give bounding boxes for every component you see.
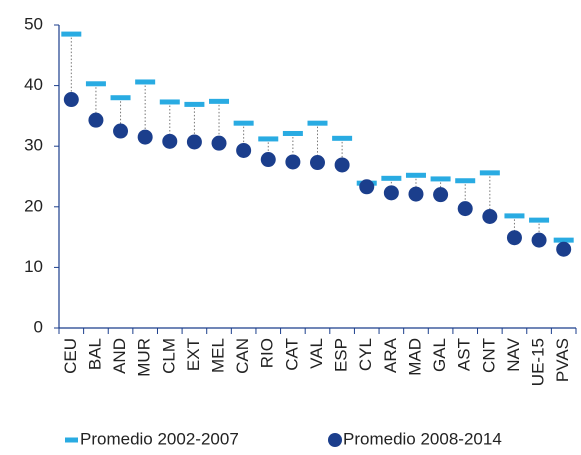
x-tick-label: MUR xyxy=(135,338,154,377)
x-tick-label: MAD xyxy=(405,338,424,376)
x-tick-label: VAL xyxy=(307,338,326,369)
dot-marker xyxy=(162,133,178,149)
x-tick-label: CEU xyxy=(61,338,80,374)
dot-marker xyxy=(359,179,375,195)
x-tick-label: RIO xyxy=(258,338,277,368)
x-tick-label: PVAS xyxy=(553,338,572,382)
dot-marker xyxy=(63,92,79,108)
dash-marker xyxy=(405,172,426,178)
y-tick-label: 40 xyxy=(24,75,43,94)
x-tick-label: EXT xyxy=(184,338,203,371)
dash-marker xyxy=(233,120,254,126)
x-tick-label: ESP xyxy=(332,338,351,372)
y-tick-label: 30 xyxy=(24,136,43,155)
dot-marker xyxy=(137,129,153,145)
dot-marker xyxy=(285,154,301,170)
x-tick-label: AND xyxy=(110,338,129,374)
dash-marker xyxy=(529,217,550,223)
y-tick-label: 50 xyxy=(24,14,43,33)
dash-marker xyxy=(110,95,131,101)
dash-marker xyxy=(455,178,476,184)
dot-marker xyxy=(556,241,572,257)
x-tick-label: CLM xyxy=(159,338,178,374)
legend-marker xyxy=(65,437,78,443)
x-tick-label: CNT xyxy=(479,338,498,373)
x-tick-label: CAT xyxy=(282,338,301,371)
dot-marker xyxy=(457,201,473,217)
x-tick-label: CAN xyxy=(233,338,252,374)
x-tick-label: GAL xyxy=(430,338,449,372)
dot-marker xyxy=(383,185,399,201)
dash-marker xyxy=(307,120,328,126)
dash-marker xyxy=(381,175,402,181)
dot-marker xyxy=(506,230,522,246)
x-tick-label: AST xyxy=(455,338,474,371)
dot-marker xyxy=(482,208,498,224)
dot-marker xyxy=(88,112,104,128)
dash-marker xyxy=(135,79,156,85)
dash-marker xyxy=(282,130,303,136)
y-tick-label: 10 xyxy=(24,257,43,276)
legend-marker xyxy=(328,433,342,447)
x-tick-label: ARA xyxy=(381,337,400,373)
dash-marker xyxy=(553,237,574,243)
dot-marker xyxy=(211,135,227,151)
y-tick-label: 20 xyxy=(24,196,43,215)
dash-marker xyxy=(332,135,353,141)
dash-marker xyxy=(479,170,500,176)
dash-marker xyxy=(504,213,525,219)
dot-marker xyxy=(113,123,129,139)
x-tick-label: CYL xyxy=(356,338,375,371)
y-tick-label: 0 xyxy=(34,317,43,336)
x-tick-label: BAL xyxy=(85,338,104,370)
dash-marker xyxy=(184,101,205,107)
dash-marker xyxy=(85,81,106,87)
dash-marker xyxy=(430,176,451,182)
dot-marker xyxy=(433,187,449,203)
legend-label: Promedio 2002-2007 xyxy=(80,429,239,448)
dot-marker xyxy=(334,157,350,173)
dot-marker xyxy=(236,142,252,158)
x-tick-label: NAV xyxy=(504,337,523,371)
dash-marker xyxy=(61,31,82,37)
dot-marker xyxy=(260,152,276,168)
x-tick-label: MEL xyxy=(209,338,228,373)
dot-marker xyxy=(408,186,424,202)
x-tick-label: UE-15 xyxy=(529,338,548,386)
dash-marker xyxy=(209,98,230,104)
dash-marker xyxy=(258,136,279,142)
legend-label: Promedio 2008-2014 xyxy=(343,429,502,448)
dot-marker xyxy=(531,232,547,248)
dot-marker xyxy=(186,134,202,150)
dash-marker xyxy=(159,99,180,105)
dot-marker xyxy=(310,155,325,171)
